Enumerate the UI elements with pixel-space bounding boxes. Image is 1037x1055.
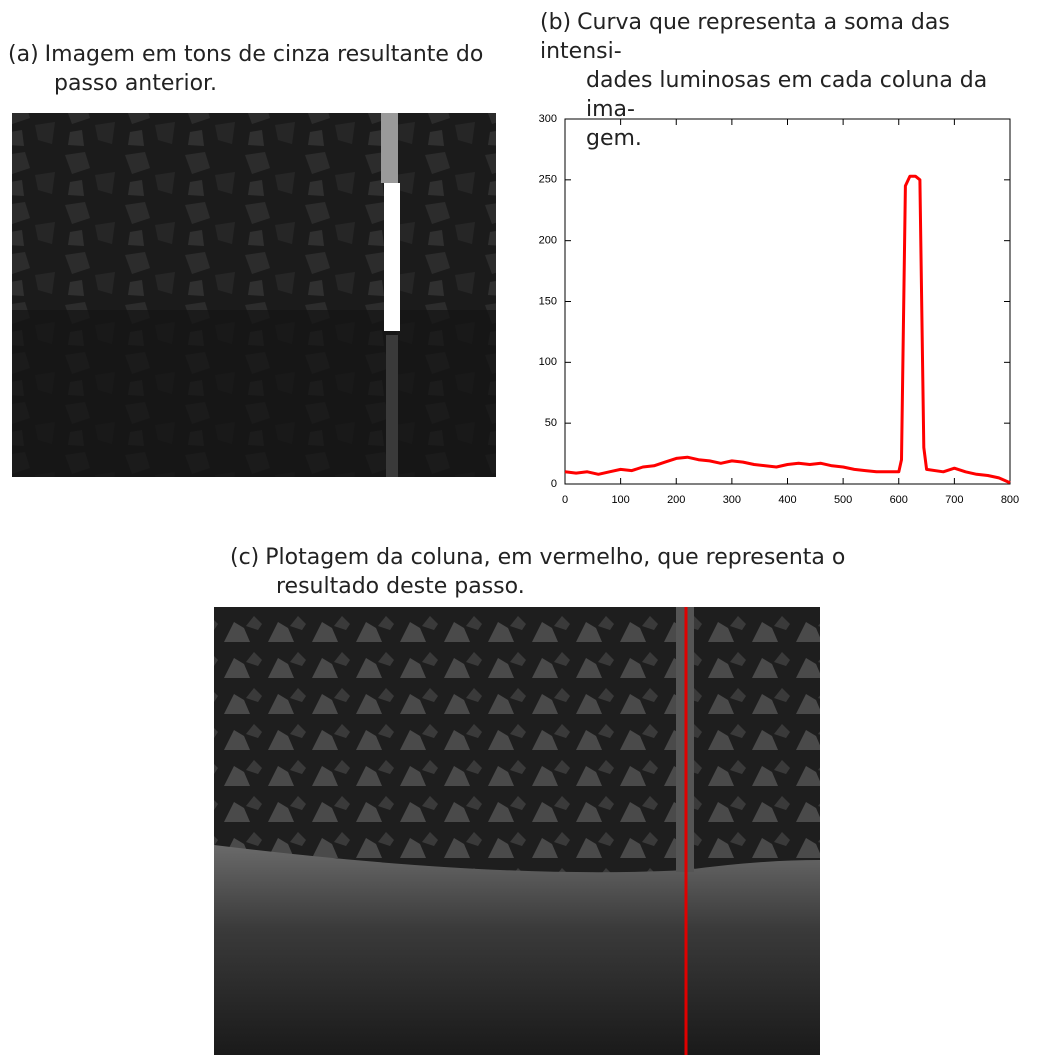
x-tick-label: 100 xyxy=(611,494,629,506)
y-tick-label: 300 xyxy=(539,113,557,125)
caption-text: resultado deste passo. xyxy=(276,574,525,599)
line-chart: 0 50 100 150 200 250 300 0 100 200 300 400 500 600 700… xyxy=(539,113,1020,506)
x-tick-label: 0 xyxy=(562,494,568,506)
x-tick-label: 700 xyxy=(945,494,963,506)
caption-text: passo anterior. xyxy=(54,71,218,96)
caption-label: (b) xyxy=(540,10,572,35)
caption-line: (b) Curva que representa a soma das inten… xyxy=(540,8,1035,66)
y-tick-label: 100 xyxy=(539,356,557,368)
caption-label: (a) xyxy=(8,42,39,67)
caption-text: Plotagem da coluna, em vermelho, que rep… xyxy=(265,545,846,570)
caption-a: (a) Imagem em tons de cinza resultante do… xyxy=(8,40,528,98)
caption-text: Curva que representa a soma das intensi- xyxy=(540,10,950,64)
y-tick-label: 50 xyxy=(545,417,557,429)
y-tick-label: 250 xyxy=(539,174,557,186)
caption-line: (a) Imagem em tons de cinza resultante do xyxy=(8,40,528,69)
caption-line: dades luminosas em cada coluna da ima- xyxy=(540,66,1035,124)
caption-c: (c) Plotagem da coluna, em vermelho, que … xyxy=(230,543,850,601)
x-tick-label: 400 xyxy=(778,494,796,506)
y-tick-label: 0 xyxy=(551,478,557,490)
x-tick-label: 600 xyxy=(890,494,908,506)
x-tick-label: 800 xyxy=(1001,494,1019,506)
caption-text: gem. xyxy=(586,126,642,151)
caption-b: (b) Curva que representa a soma das inten… xyxy=(540,8,1035,153)
y-tick-label: 200 xyxy=(539,235,557,247)
x-tick-label: 500 xyxy=(834,494,852,506)
caption-line: resultado deste passo. xyxy=(230,572,850,601)
x-tick-label: 200 xyxy=(667,494,685,506)
caption-line: gem. xyxy=(540,124,1035,153)
caption-label: (c) xyxy=(230,545,260,570)
caption-text: dades luminosas em cada coluna da ima- xyxy=(586,68,988,122)
image-a xyxy=(12,113,496,477)
plot-frame xyxy=(564,118,1011,485)
y-tick-label: 150 xyxy=(539,295,557,307)
data-line xyxy=(564,174,1011,485)
image-c xyxy=(214,607,820,1055)
caption-text: Imagem em tons de cinza resultante do xyxy=(44,42,484,67)
x-tick-label: 300 xyxy=(723,494,741,506)
caption-line: (c) Plotagem da coluna, em vermelho, que … xyxy=(230,543,850,572)
caption-line: passo anterior. xyxy=(8,69,528,98)
